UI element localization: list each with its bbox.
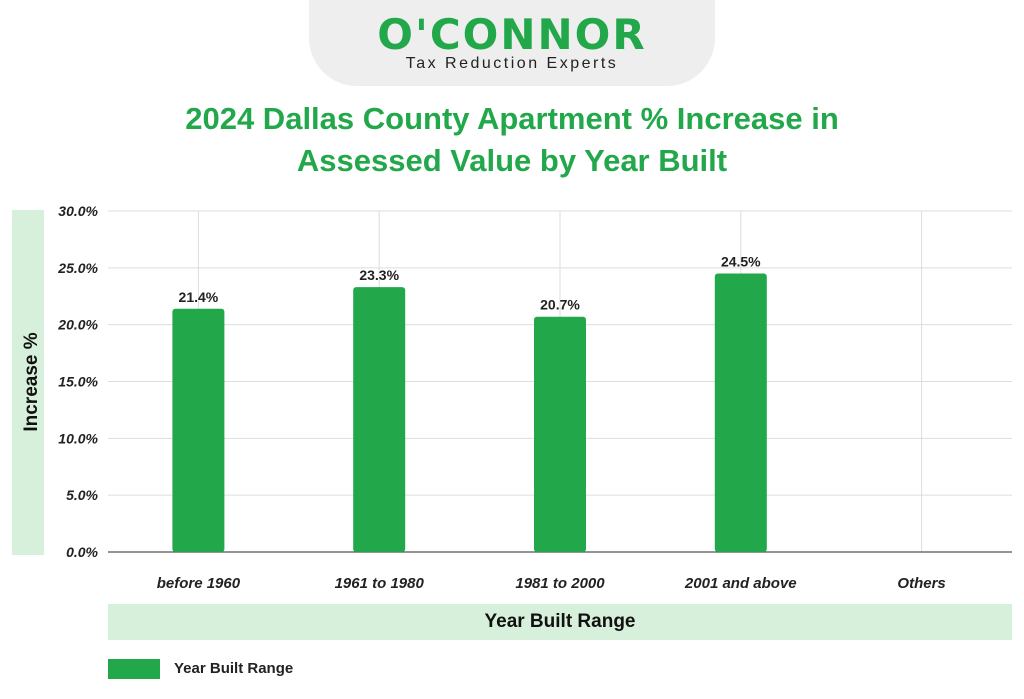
x-tick-label: Others <box>897 575 945 592</box>
bar-chart-plot: 0.0%5.0%10.0%15.0%20.0%25.0%30.0% 21.4%2… <box>57 203 1012 592</box>
data-label: 24.5% <box>721 254 761 270</box>
data-labels: 21.4% 23.3% 20.7% 24.5% <box>179 254 762 313</box>
y-tick-label: 0.0% <box>66 544 98 560</box>
logo-tagline: Tax Reduction Experts <box>405 55 619 72</box>
bar <box>172 308 225 552</box>
y-tick-label: 30.0% <box>58 203 98 219</box>
y-axis-ticks: 0.0% 5.0% 10.0% 15.0% 20.0% 25.0% 30.0% <box>57 203 98 560</box>
bar <box>353 287 406 552</box>
legend-swatch <box>108 659 160 679</box>
logo-wordmark: O'CONNOR <box>377 10 647 59</box>
x-tick-label: before 1960 <box>157 575 241 592</box>
y-tick-label: 15.0% <box>58 374 98 390</box>
chart-title: 2024 Dallas County Apartment % Increase … <box>112 98 912 182</box>
bar <box>714 273 767 552</box>
data-label: 20.7% <box>540 297 580 313</box>
logo-banner: O'CONNOR Tax Reduction Experts <box>309 0 715 86</box>
x-axis-label-box: Year Built Range <box>108 604 1012 640</box>
y-axis-label-box <box>12 210 44 555</box>
x-axis-label: Year Built Range <box>484 611 636 632</box>
legend-label: Year Built Range <box>174 660 294 677</box>
y-tick-label: 25.0% <box>57 260 98 276</box>
data-label: 23.3% <box>359 267 399 283</box>
x-tick-label: 1961 to 1980 <box>335 575 425 592</box>
x-axis-ticks: before 1960 1961 to 1980 1981 to 2000 2001 … <box>157 575 946 592</box>
chart-title-line-1: 2024 Dallas County Apartment % Increase … <box>185 101 839 136</box>
y-tick-label: 10.0% <box>58 430 98 446</box>
x-tick-label: 2001 and above <box>684 575 797 592</box>
chart-title-line-2: Assessed Value by Year Built <box>296 143 728 178</box>
data-label: 21.4% <box>179 289 219 305</box>
x-tick-label: 1981 to 2000 <box>515 575 605 592</box>
y-tick-label: 5.0% <box>66 487 98 503</box>
y-tick-label: 20.0% <box>57 317 98 333</box>
bar <box>534 316 586 552</box>
bars <box>172 273 767 552</box>
